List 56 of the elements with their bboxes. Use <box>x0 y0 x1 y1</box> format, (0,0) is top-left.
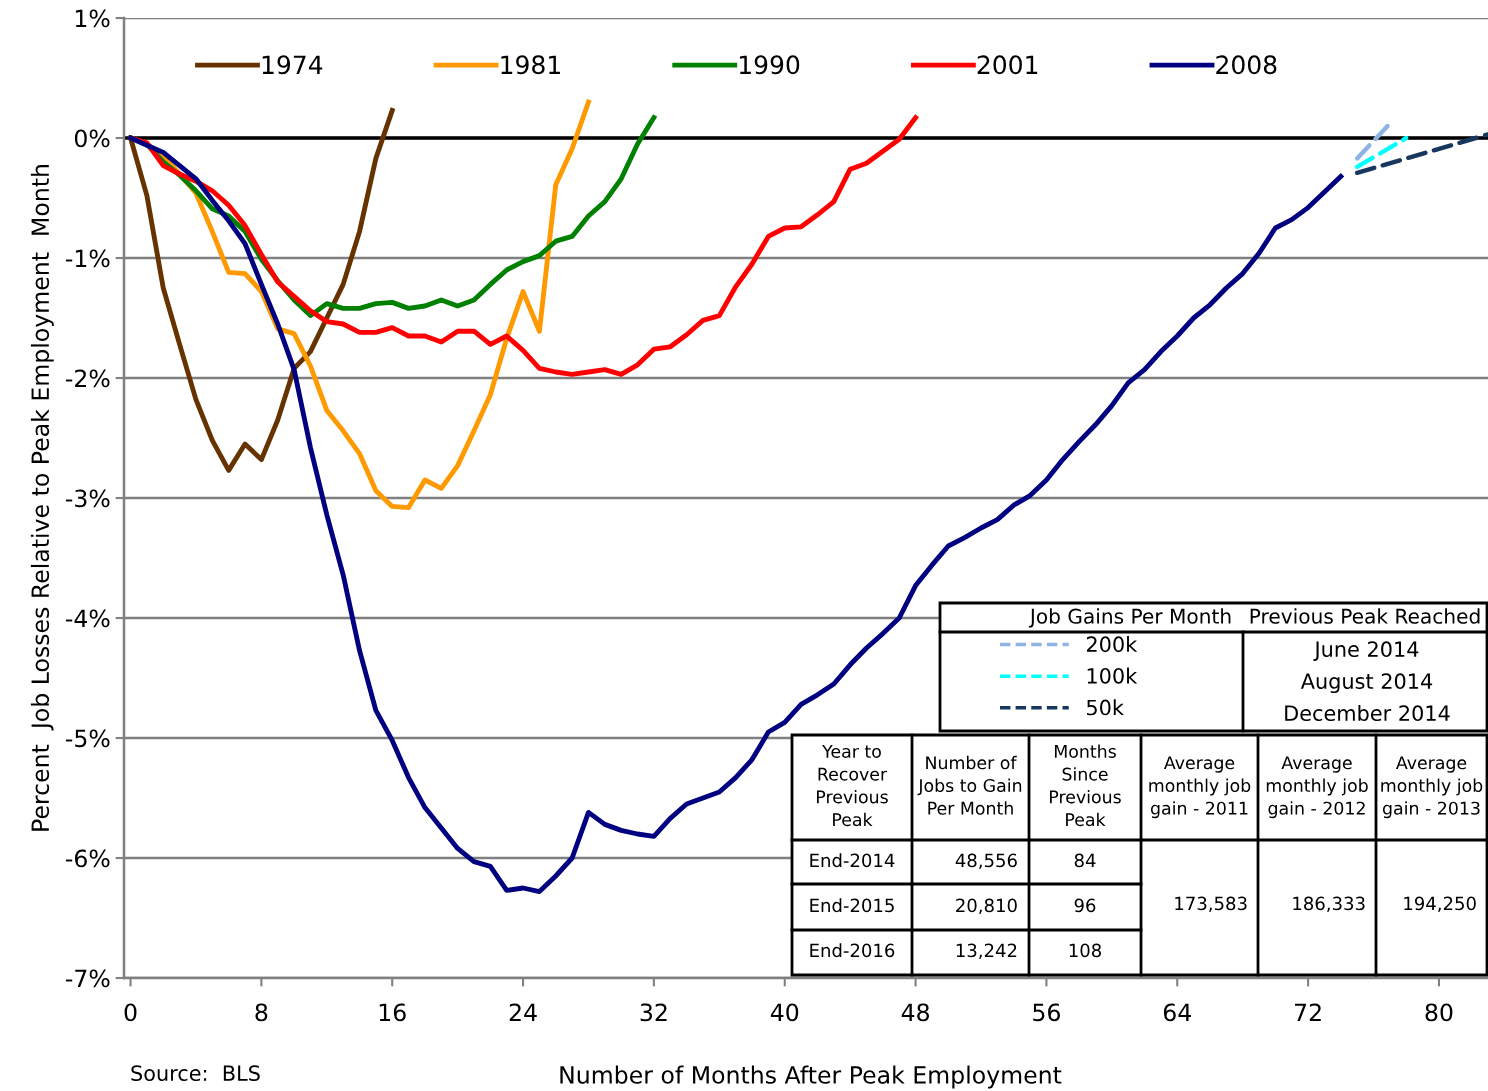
annotation: August 2014 <box>1300 673 1433 694</box>
source-note: Source: BLS <box>131 1065 260 1082</box>
annotation: 96 <box>1074 898 1096 913</box>
y-axis-title: Percent Job Losses Relative to Peak Employment Month <box>30 165 54 831</box>
annotation: Average monthly job gain - 2011 <box>1149 756 1251 819</box>
annotation: December 2014 <box>1285 704 1450 722</box>
annotation: End-2015 <box>810 898 894 913</box>
y-tick-label: -4% <box>65 609 110 628</box>
legend-label: 100k <box>1087 667 1138 684</box>
line-series <box>128 107 395 473</box>
legend-label: 1981 <box>501 55 560 75</box>
annotation: June 2014 <box>1313 641 1419 661</box>
annotation: Average monthly job gain - 2013 <box>1381 756 1483 819</box>
annotation: 84 <box>1074 853 1096 868</box>
x-tick-label: 32 <box>640 1003 667 1022</box>
annotation: Months Since Previous Peak <box>1050 744 1121 827</box>
y-tick-label: 1% <box>75 9 110 28</box>
y-tick-label: -5% <box>65 729 110 748</box>
legend-label: 1974 <box>262 55 323 75</box>
annotation: Average monthly job gain - 2012 <box>1266 756 1368 819</box>
legend-label: 50k <box>1087 699 1124 716</box>
x-tick-label: 64 <box>1163 1003 1191 1022</box>
y-tick-label: -1% <box>65 249 110 268</box>
legend-label: 200k <box>1086 636 1138 653</box>
y-tick-label: -6% <box>65 849 110 868</box>
annotation: 13,242 <box>956 943 1017 960</box>
x-tick-label: 16 <box>379 1003 406 1022</box>
annotation: Year to Recover Previous Peak <box>817 745 888 827</box>
legend-label: 1990 <box>739 55 800 75</box>
x-tick-label: 80 <box>1425 1003 1453 1022</box>
legend-label: 2001 <box>977 55 1038 75</box>
x-tick-label: 0 <box>124 1003 137 1022</box>
x-tick-label: 40 <box>770 1003 799 1022</box>
x-tick-label: 24 <box>509 1003 537 1021</box>
annotation: 173,583 <box>1175 896 1247 913</box>
y-tick-label: -7% <box>65 969 110 988</box>
annotation: Job Gains Per Month <box>1028 608 1231 628</box>
x-tick-label: 48 <box>901 1003 929 1022</box>
x-tick-label: 56 <box>1033 1003 1060 1022</box>
annotation: 20,810 <box>956 898 1017 915</box>
annotation: 48,556 <box>955 853 1017 870</box>
annotation: Number of Jobs to Gain Per Month <box>917 755 1022 815</box>
annotation: Previous Peak Reached <box>1250 608 1480 624</box>
annotation: 194,250 <box>1404 896 1476 913</box>
legend-label: 2008 <box>1216 55 1277 75</box>
y-tick-label: -2% <box>65 369 110 388</box>
x-tick-label: 8 <box>255 1003 268 1022</box>
y-tick-label: 0% <box>74 129 110 148</box>
y-tick-label: -3% <box>65 489 110 508</box>
x-axis-title: Number of Months After Peak Employment <box>560 1065 1062 1089</box>
annotation: 186,333 <box>1293 896 1365 913</box>
annotation: 108 <box>1069 943 1101 958</box>
x-tick-label: 72 <box>1295 1003 1321 1021</box>
annotation: End-2014 <box>810 853 895 868</box>
line-series <box>128 115 919 377</box>
annotation: End-2016 <box>810 943 895 958</box>
